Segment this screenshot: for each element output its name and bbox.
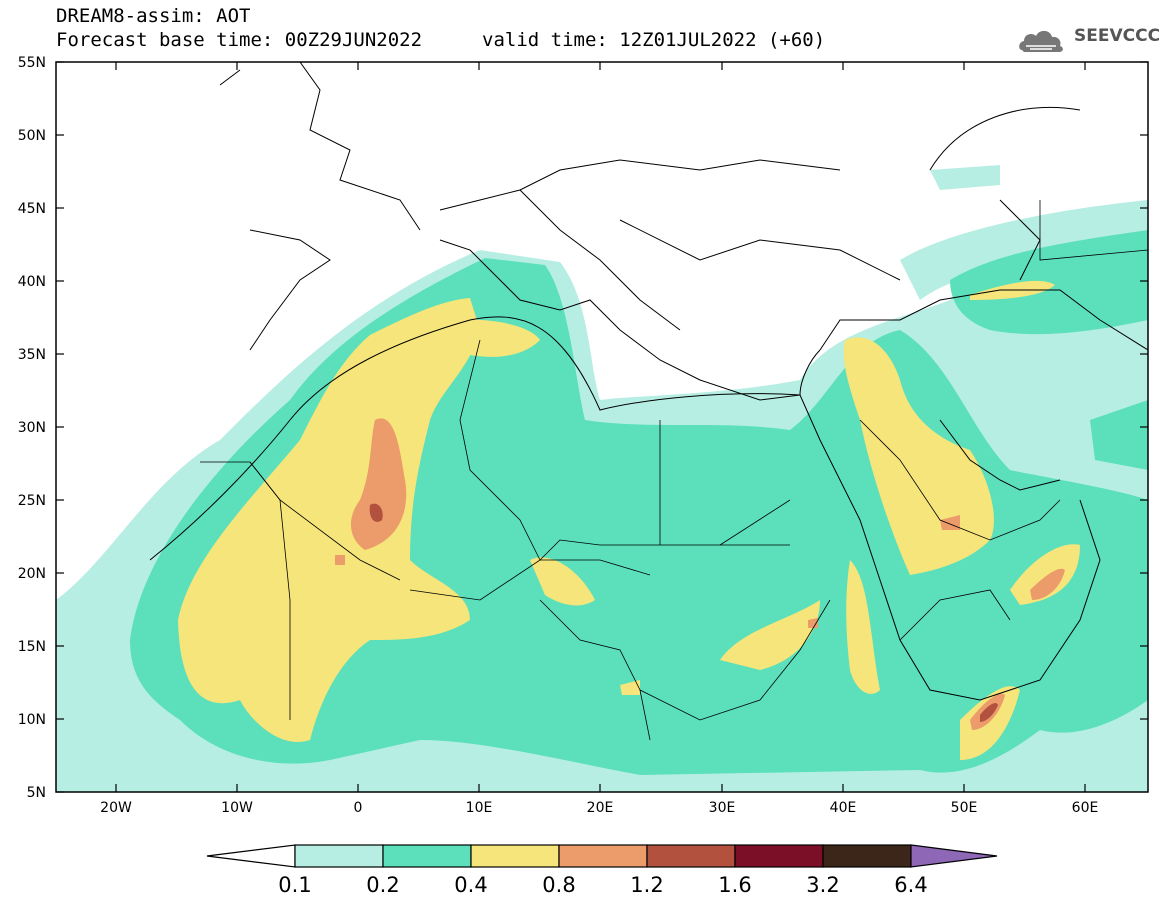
- colorbar-label-0.1: 0.1: [278, 873, 311, 897]
- cloud-logo-icon: [1019, 30, 1063, 52]
- colorbar-label-0.2: 0.2: [366, 873, 399, 897]
- lat-label-35n: 35N: [18, 347, 46, 363]
- lon-label-0: 0: [354, 800, 363, 816]
- lat-tick-marks: [56, 61, 1148, 793]
- coastlines: [149, 62, 1148, 701]
- lat-label-20n: 20N: [18, 566, 46, 582]
- colorbar-segment-0.8: [558, 844, 648, 868]
- lat-label-55n: 55N: [18, 55, 46, 71]
- colorbar-label-6.4: 6.4: [894, 873, 927, 897]
- lat-label-50n: 50N: [18, 128, 46, 144]
- lon-label-30e: 30E: [709, 800, 736, 816]
- product-title: DREAM8-assim: AOT: [56, 5, 251, 27]
- colorbar-segment-under: [206, 844, 296, 868]
- lon-label-50e: 50E: [951, 800, 978, 816]
- colorbar-segment-0.1: [294, 844, 384, 868]
- colorbar-label-0.4: 0.4: [454, 873, 487, 897]
- country-borders: [200, 200, 1148, 741]
- colorbar-segment-over: [910, 844, 998, 868]
- colorbar-label-3.2: 3.2: [806, 873, 839, 897]
- lon-label-60e: 60E: [1072, 800, 1099, 816]
- lat-label-15n: 15N: [18, 639, 46, 655]
- lat-label-10n: 10N: [18, 712, 46, 728]
- colorbar-label-0.8: 0.8: [542, 873, 575, 897]
- lat-label-45n: 45N: [18, 201, 46, 217]
- lat-label-25n: 25N: [18, 493, 46, 509]
- aot-contour-0.4: [178, 280, 1080, 760]
- lon-label-10w: 10W: [221, 800, 253, 816]
- lat-label-40n: 40N: [18, 274, 46, 290]
- colorbar-segment-0.2: [382, 844, 472, 868]
- logo-text: SEEVCCC: [1074, 26, 1161, 46]
- lon-label-10e: 10E: [466, 800, 493, 816]
- aot-contour-1.2: [369, 503, 998, 722]
- colorbar-segment-3.2: [822, 844, 912, 868]
- lat-label-30n: 30N: [18, 420, 46, 436]
- colorbar-segment-0.4: [470, 844, 560, 868]
- lat-label-5n: 5N: [27, 785, 46, 801]
- colorbar-label-1.6: 1.6: [718, 873, 751, 897]
- colorbar: [206, 844, 998, 868]
- valid-time-label: valid time: 12Z01JUL2022 (+60): [482, 29, 826, 51]
- lon-label-20w: 20W: [100, 800, 132, 816]
- base-time-label: Forecast base time: 00Z29JUN2022: [56, 29, 423, 51]
- colorbar-segment-1.6: [734, 844, 824, 868]
- colorbar-segment-1.2: [646, 844, 736, 868]
- lon-tick-marks: [115, 62, 1086, 792]
- lon-label-20e: 20E: [587, 800, 614, 816]
- colorbar-label-1.2: 1.2: [630, 873, 663, 897]
- lon-label-40e: 40E: [830, 800, 857, 816]
